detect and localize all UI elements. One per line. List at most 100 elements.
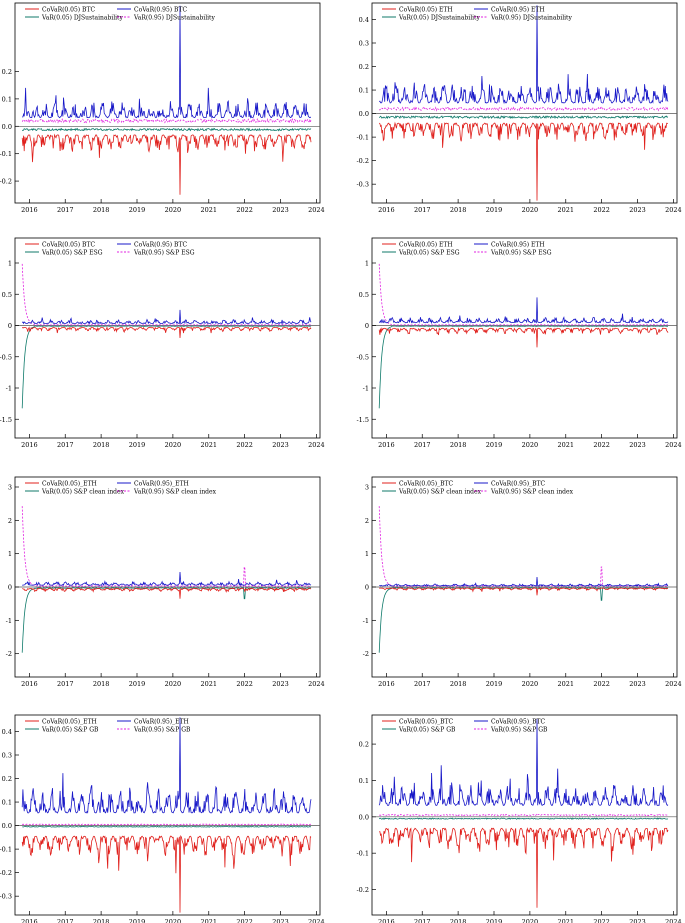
x-tick-label: 2021 (200, 441, 217, 449)
series-covar-095 (21, 717, 312, 814)
legend-label: CoVaR(0.05)_ETH (42, 718, 97, 725)
series-var-005 (21, 127, 312, 132)
series-covar-095 (379, 5, 669, 105)
series-var-005 (378, 325, 669, 409)
y-tick-label: 0 (365, 322, 369, 330)
x-tick-label: 2020 (165, 441, 182, 449)
y-tick-label: -0.2 (0, 869, 12, 877)
y-tick-label: -0.5 (356, 353, 369, 361)
series-var-005 (378, 817, 669, 820)
y-tick-label: 0.2 (359, 63, 369, 71)
legend-label: CoVaR(0.05)_BTC (399, 718, 454, 725)
x-tick-label: 2019 (486, 441, 503, 449)
x-tick-label: 2017 (57, 206, 74, 214)
x-tick-label: 2024 (665, 918, 682, 923)
x-tick-label: 2018 (93, 206, 110, 214)
x-tick-label: 2019 (486, 206, 503, 214)
y-tick-label: 0 (8, 584, 12, 592)
legend-label: VaR(0.05) S&P ESG (398, 249, 460, 256)
y-tick-label: -0.2 (356, 886, 369, 894)
legend-label: VaR(0.95) DJSustainability (133, 14, 215, 21)
x-tick-label: 2022 (593, 918, 610, 923)
y-tick-label: 0.2 (2, 68, 12, 76)
legend-label: VaR(0.05) DJSustainability (398, 14, 480, 21)
x-tick-label: 2023 (629, 680, 646, 688)
plot-frame (371, 714, 678, 916)
legend-label: VaR(0.05) S&P ESG (41, 249, 103, 256)
series-var-095 (21, 117, 312, 124)
y-tick-label: 0.5 (2, 291, 12, 299)
x-tick-label: 2019 (129, 206, 146, 214)
x-tick-label: 2024 (665, 441, 682, 449)
y-tick-label: -1.5 (356, 416, 369, 424)
y-tick-label: -0.2 (0, 178, 12, 186)
x-tick-label: 2023 (272, 206, 289, 214)
series-covar-005 (21, 133, 312, 195)
x-tick-label: 2022 (593, 206, 610, 214)
x-tick-label: 2020 (522, 441, 539, 449)
y-tick-label: 2 (8, 517, 12, 525)
legend-label: VaR(0.05) S&P GB (398, 726, 456, 733)
y-tick-label: 1 (8, 550, 12, 558)
legend-label: CoVaR(0.95) BTC (134, 6, 187, 13)
legend: CoVaR(0.05) ETH CoVaR(0.95) ETH VaR(0.05) … (382, 241, 552, 256)
y-tick-label: 0 (365, 584, 369, 592)
x-tick-label: 2018 (450, 441, 467, 449)
x-tick-label: 2023 (272, 680, 289, 688)
legend-label: VaR(0.95) S&P ESG (133, 249, 195, 256)
y-tick-label: 0.1 (2, 799, 12, 807)
legend-label: CoVaR(0.05) BTC (42, 241, 95, 248)
series-covar-005 (379, 826, 669, 908)
chart-panel-2: -0.3 -0.2 -0.1 0.0 0.1 0.2 0.3 0.4 2016 2017 2018 2… (356, 2, 682, 214)
x-tick-label: 2017 (414, 680, 431, 688)
y-tick-label: -1 (363, 385, 369, 393)
chart-panel-7: -0.3 -0.2 -0.1 0.0 0.1 0.2 0.3 0.4 2016 2017 2018 2… (0, 714, 325, 923)
x-tick-label: 2018 (450, 680, 467, 688)
series-var-005 (22, 825, 312, 828)
y-tick-label: -2 (363, 650, 369, 658)
series-covar-095 (379, 297, 669, 325)
plot-frame (14, 237, 321, 439)
x-tick-label: 2023 (629, 441, 646, 449)
x-tick-label: 2017 (57, 680, 74, 688)
chart-panel-6: -2 -1 0 1 2 3 2016 2017 2018 2019 2020 2021 2022 2023… (363, 476, 682, 688)
x-tick-label: 2023 (272, 441, 289, 449)
x-tick-label: 2024 (665, 206, 682, 214)
x-tick-label: 2016 (21, 206, 38, 214)
series-var-005 (21, 325, 312, 409)
x-tick-label: 2019 (486, 680, 503, 688)
y-tick-label: 0.5 (359, 291, 369, 299)
legend-label: VaR(0.95) DJSustainability (490, 14, 572, 21)
legend-label: CoVaR(0.95)_BTC (491, 718, 546, 725)
x-tick-label: 2023 (629, 918, 646, 923)
y-tick-label: 3 (8, 484, 12, 492)
legend-label: VaR(0.05) S&P clean index (41, 488, 125, 495)
y-tick-label: 2 (365, 517, 369, 525)
legend-label: VaR(0.95) S&P ESG (490, 249, 552, 256)
y-tick-label: 0.0 (2, 822, 12, 830)
legend-label: CoVaR(0.95) BTC (134, 241, 187, 248)
chart-panel-4: -1.5 -1 -0.5 0 0.5 1 2016 2017 2018 2019 2020 2021 2… (356, 237, 682, 449)
y-tick-label: -1 (6, 385, 12, 393)
legend-label: CoVaR(0.05) ETH (399, 241, 453, 248)
y-tick-label: 0.4 (359, 16, 369, 24)
x-tick-label: 2019 (129, 680, 146, 688)
plot-frame (371, 476, 678, 678)
x-tick-label: 2022 (593, 680, 610, 688)
x-tick-label: 2017 (414, 918, 431, 923)
y-tick-label: -1.5 (0, 416, 12, 424)
plot-frame (371, 237, 678, 439)
x-tick-label: 2020 (165, 206, 182, 214)
series-var-005 (378, 587, 669, 653)
series-covar-005 (379, 587, 669, 596)
series-covar-005 (21, 326, 312, 339)
legend-label: CoVaR(0.05)_BTC (399, 480, 454, 487)
x-tick-label: 2021 (200, 918, 217, 923)
series-var-095 (379, 813, 669, 817)
x-tick-label: 2019 (129, 918, 146, 923)
x-tick-label: 2017 (414, 441, 431, 449)
x-tick-label: 2018 (93, 680, 110, 688)
plot-frame (14, 2, 321, 204)
y-tick-label: 0.1 (359, 777, 369, 785)
plot-frame (14, 714, 321, 916)
